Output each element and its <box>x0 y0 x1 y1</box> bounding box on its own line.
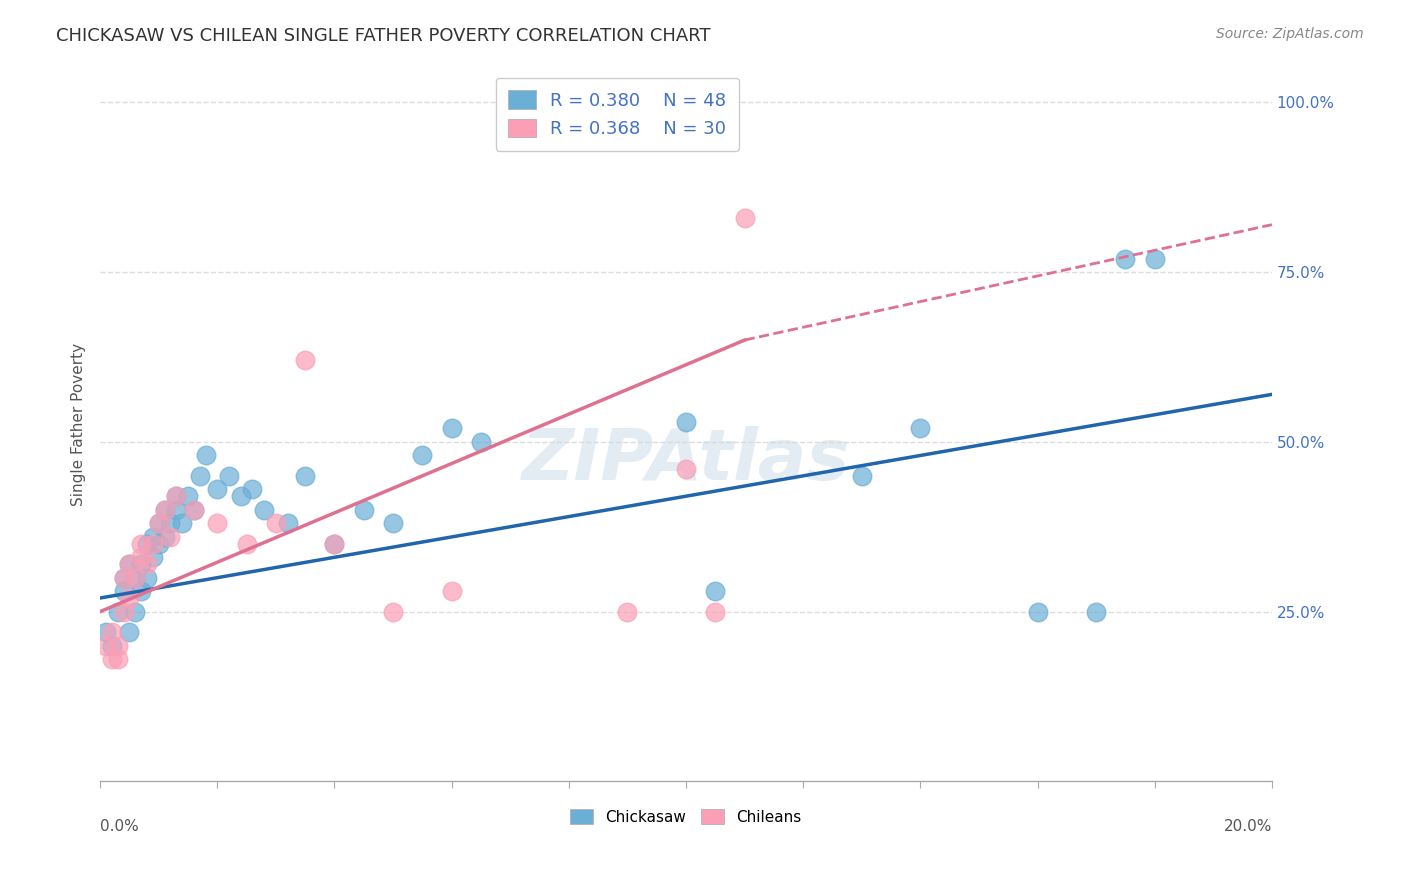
Chileans <box>107 639 129 653</box>
Chickasaw <box>470 434 492 449</box>
Chileans <box>704 605 727 619</box>
Chickasaw <box>218 468 240 483</box>
Chileans <box>107 652 129 666</box>
Chickasaw <box>1085 605 1108 619</box>
Chileans <box>148 516 170 531</box>
Chickasaw <box>118 557 141 571</box>
Chileans <box>94 639 117 653</box>
Chickasaw <box>353 502 375 516</box>
Text: 0.0%: 0.0% <box>100 819 139 834</box>
Chileans <box>675 462 697 476</box>
Chickasaw <box>112 571 135 585</box>
Chickasaw <box>411 449 433 463</box>
Chickasaw <box>910 421 932 435</box>
Chickasaw <box>242 483 264 497</box>
Chickasaw <box>253 502 276 516</box>
Chileans <box>294 353 316 368</box>
Chileans <box>734 211 756 225</box>
Chickasaw <box>177 489 200 503</box>
Chileans <box>616 605 638 619</box>
Chileans <box>101 624 124 639</box>
Chickasaw <box>165 489 187 503</box>
Chickasaw <box>165 502 187 516</box>
Chickasaw <box>153 502 176 516</box>
Legend: Chickasaw, Chileans: Chickasaw, Chileans <box>564 803 808 830</box>
Chickasaw <box>142 530 165 544</box>
Chickasaw <box>323 537 346 551</box>
Chickasaw <box>153 530 176 544</box>
Chickasaw <box>294 468 316 483</box>
Chileans <box>235 537 257 551</box>
Chileans <box>142 537 165 551</box>
Chickasaw <box>172 516 194 531</box>
Chickasaw <box>136 571 159 585</box>
Text: Source: ZipAtlas.com: Source: ZipAtlas.com <box>1216 27 1364 41</box>
Text: CHICKASAW VS CHILEAN SINGLE FATHER POVERTY CORRELATION CHART: CHICKASAW VS CHILEAN SINGLE FATHER POVER… <box>56 27 711 45</box>
Chickasaw <box>94 624 117 639</box>
Chickasaw <box>142 550 165 565</box>
Chileans <box>159 530 181 544</box>
Chileans <box>207 516 229 531</box>
Text: 20.0%: 20.0% <box>1223 819 1272 834</box>
Chickasaw <box>382 516 405 531</box>
Chickasaw <box>277 516 299 531</box>
Chileans <box>101 652 124 666</box>
Chickasaw <box>440 421 463 435</box>
Chileans <box>323 537 346 551</box>
Chickasaw <box>194 449 217 463</box>
Chileans <box>112 571 135 585</box>
Chickasaw <box>129 557 152 571</box>
Chileans <box>165 489 187 503</box>
Chickasaw <box>148 537 170 551</box>
Chickasaw <box>159 516 181 531</box>
Chickasaw <box>136 537 159 551</box>
Chickasaw <box>183 502 205 516</box>
Chickasaw <box>148 516 170 531</box>
Chileans <box>118 557 141 571</box>
Chickasaw <box>124 605 146 619</box>
Chileans <box>112 605 135 619</box>
Y-axis label: Single Father Poverty: Single Father Poverty <box>72 343 86 507</box>
Chileans <box>118 591 141 605</box>
Chileans <box>382 605 405 619</box>
Chickasaw <box>101 639 124 653</box>
Chileans <box>124 571 146 585</box>
Chickasaw <box>675 415 697 429</box>
Chickasaw <box>1114 252 1136 266</box>
Chileans <box>183 502 205 516</box>
Chickasaw <box>129 584 152 599</box>
Chileans <box>153 502 176 516</box>
Chickasaw <box>112 584 135 599</box>
Chickasaw <box>124 571 146 585</box>
Chileans <box>264 516 287 531</box>
Chileans <box>440 584 463 599</box>
Chickasaw <box>207 483 229 497</box>
Chickasaw <box>188 468 211 483</box>
Chileans <box>129 550 152 565</box>
Chickasaw <box>1143 252 1166 266</box>
Chickasaw <box>229 489 252 503</box>
Chickasaw <box>107 605 129 619</box>
Chickasaw <box>704 584 727 599</box>
Chickasaw <box>118 624 141 639</box>
Chileans <box>129 537 152 551</box>
Text: ZIPAtlas: ZIPAtlas <box>522 426 851 495</box>
Chileans <box>136 557 159 571</box>
Chickasaw <box>1026 605 1049 619</box>
Chickasaw <box>851 468 873 483</box>
